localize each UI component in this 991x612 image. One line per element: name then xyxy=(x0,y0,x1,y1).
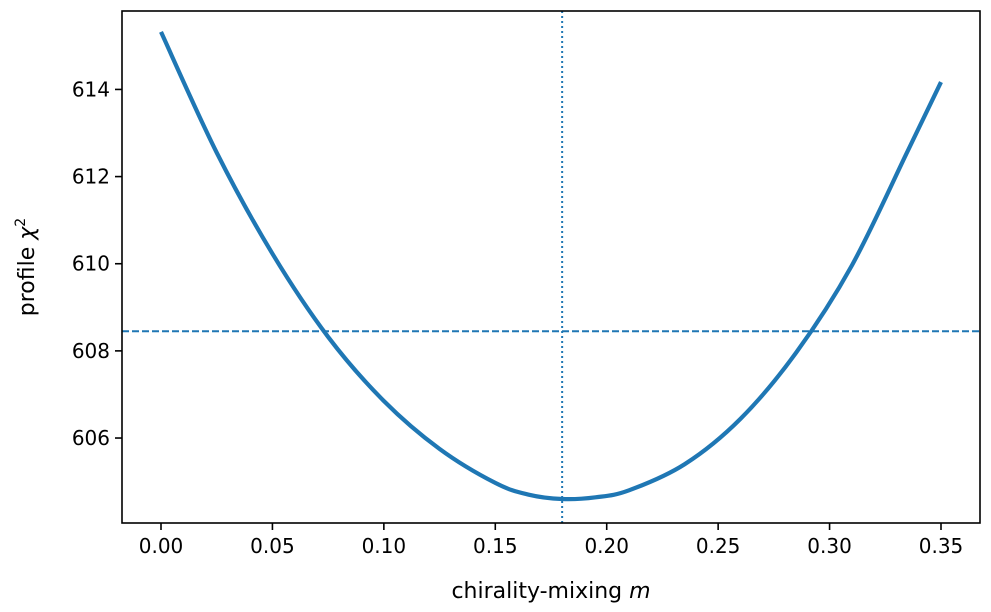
plot-frame xyxy=(121,10,981,524)
x-tick-label: 0.30 xyxy=(807,534,852,558)
x-axis-label-text: chirality-mixing xyxy=(451,579,622,604)
x-axis-label: chirality-mixing m xyxy=(451,579,650,604)
x-tick-label: 0.10 xyxy=(362,534,407,558)
x-tick-label: 0.25 xyxy=(696,534,741,558)
y-tick-label: 606 xyxy=(72,426,110,450)
y-tick-label: 614 xyxy=(72,77,110,101)
series-line-0 xyxy=(159,31,943,502)
x-tick-label: 0.35 xyxy=(919,534,964,558)
x-tick-label: 0.20 xyxy=(584,534,629,558)
x-axis-label-var: m xyxy=(629,579,650,604)
y-axis-ticks: 606 608 610 612 614 xyxy=(72,77,122,450)
x-tick-label: 0.00 xyxy=(139,534,184,558)
x-tick-label: 0.15 xyxy=(473,534,518,558)
y-axis-label-var: χ xyxy=(15,226,40,241)
y-axis-label-exp: 2 xyxy=(13,218,29,227)
y-axis-label: profile χ2 xyxy=(13,218,40,316)
y-tick-label: 608 xyxy=(72,339,110,363)
x-tick-label: 0.05 xyxy=(250,534,295,558)
plot-layer xyxy=(122,11,980,523)
y-tick-label: 610 xyxy=(72,252,110,276)
y-tick-label: 612 xyxy=(72,165,110,189)
y-axis-label-text: profile xyxy=(15,247,40,317)
x-axis-ticks: 0.00 0.05 0.10 0.15 0.20 0.25 0.30 0.35 xyxy=(139,523,964,558)
